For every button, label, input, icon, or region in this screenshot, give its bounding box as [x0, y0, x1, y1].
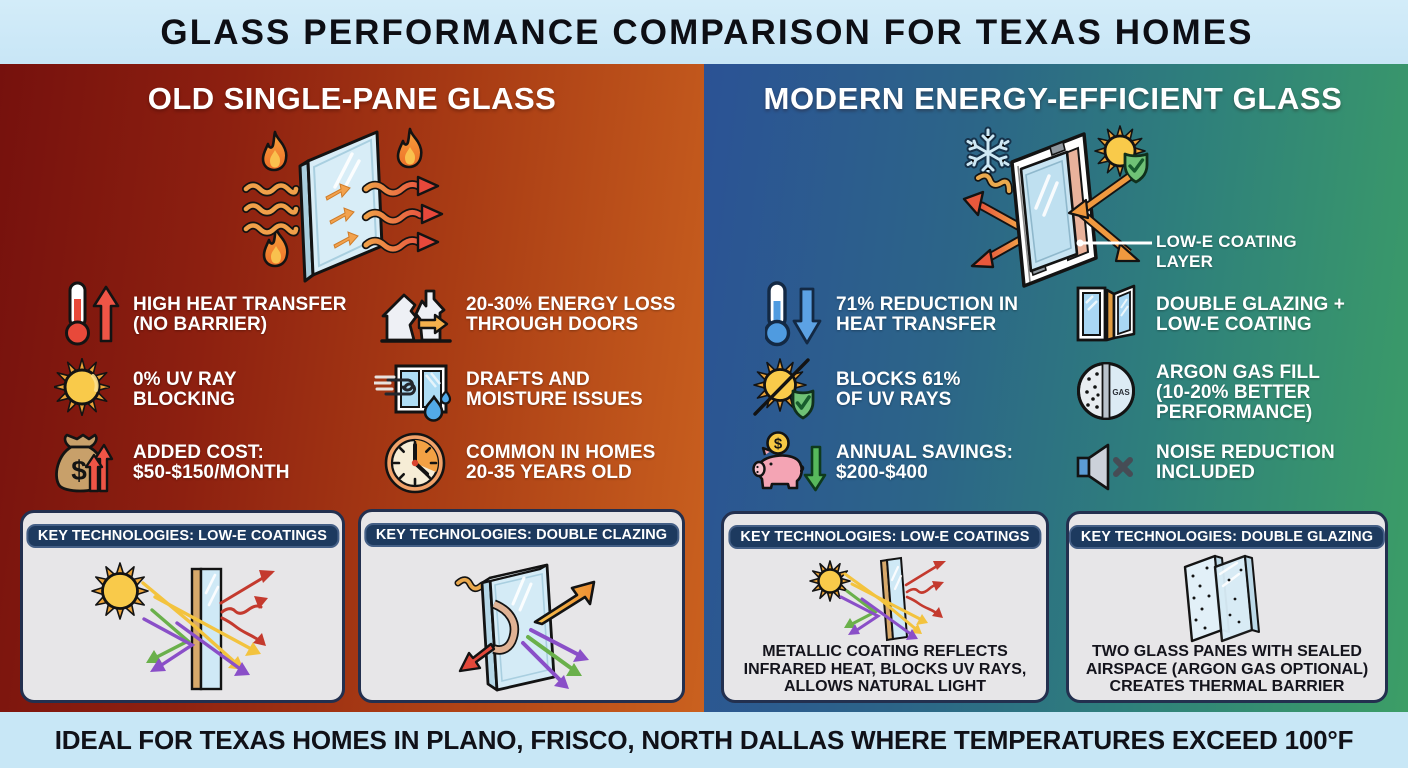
- svg-text:GAS: GAS: [1112, 388, 1130, 397]
- svg-text:$: $: [774, 436, 783, 453]
- svg-text:$: $: [71, 455, 87, 486]
